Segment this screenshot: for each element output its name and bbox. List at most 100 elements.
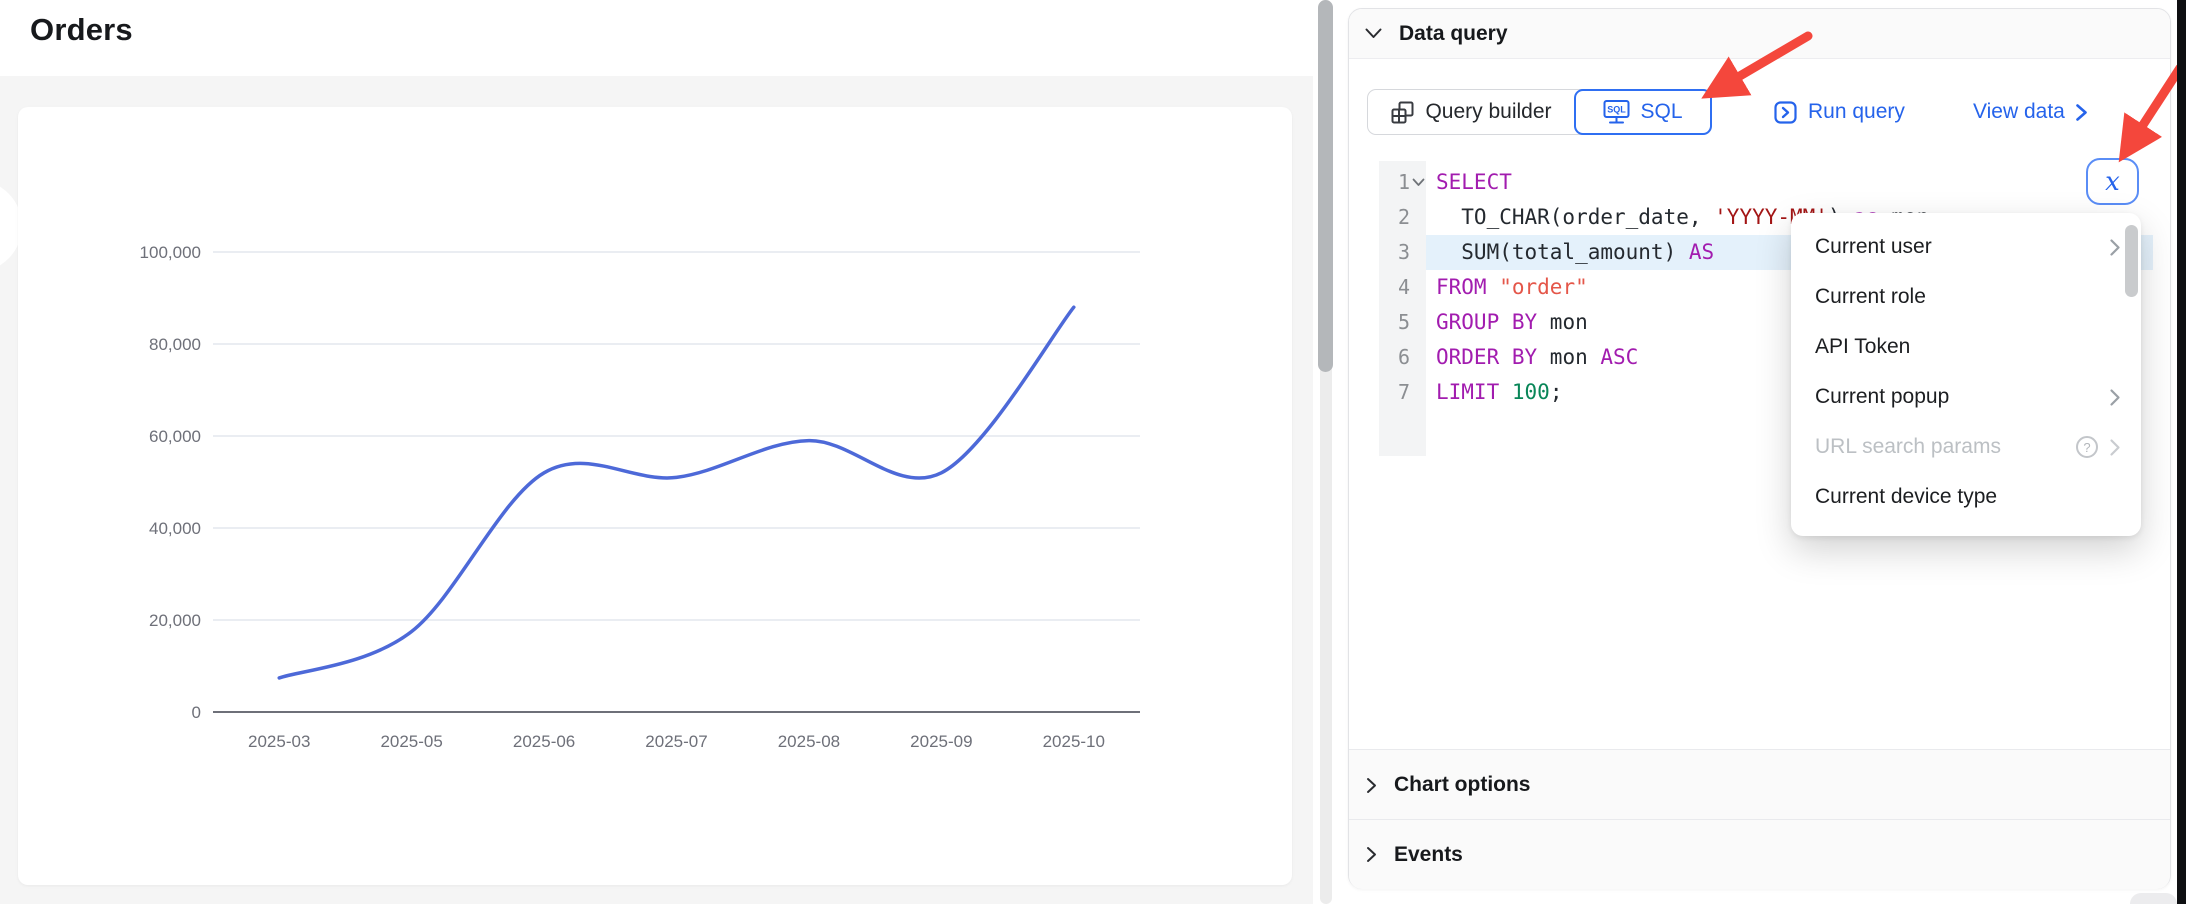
sql-monitor-icon: SQL — [1603, 100, 1630, 124]
menu-item-label: Current role — [1815, 285, 1926, 308]
menu-scrollbar-thumb[interactable] — [2125, 225, 2138, 297]
view-data-link[interactable]: View data — [1973, 89, 2088, 135]
help-icon: ? — [2076, 436, 2098, 458]
y-tick-label: 100,000 — [140, 243, 201, 262]
run-query-label: Run query — [1808, 100, 1905, 123]
code-token: ; — [1549, 380, 1563, 404]
svg-text:SQL: SQL — [1608, 105, 1627, 115]
code-line[interactable]: FROM "order" — [1436, 270, 2169, 305]
chevron-right-icon — [1367, 847, 1376, 862]
code-token: TO_CHAR(order_date, — [1436, 205, 1715, 229]
code-line[interactable]: SELECT — [1436, 165, 2169, 200]
menu-item-current-device-type[interactable]: Current device type — [1791, 472, 2141, 522]
menu-item-label: Current user — [1815, 235, 1932, 258]
menu-item-label: Current popup — [1815, 385, 1950, 408]
tab-sql-label: SQL — [1640, 100, 1683, 123]
data-query-header[interactable]: Data query — [1349, 9, 2170, 59]
page-header: Orders — [0, 0, 1334, 76]
line-number: 6 — [1397, 345, 1410, 369]
chevron-right-icon — [2110, 388, 2120, 406]
svg-text:?: ? — [2083, 440, 2090, 455]
screen-edge — [2177, 0, 2186, 904]
binding-suggestions-menu: Current user Current role API Token Current… — [1791, 213, 2141, 536]
code-token: LIMIT — [1436, 380, 1500, 404]
events-label: Events — [1394, 842, 1463, 866]
chevron-right-icon — [1367, 777, 1376, 793]
x-tick-label: 2025-09 — [910, 732, 972, 751]
menu-item-current-user[interactable]: Current user — [1791, 222, 2141, 272]
query-tabs-row: Query builder SQL SQL Run qu — [1349, 89, 2170, 135]
tab-query-builder-label: Query builder — [1425, 100, 1552, 123]
code-token: SELECT — [1436, 170, 1512, 194]
orders-chart-card[interactable]: 0 20,000 40,000 60,000 80,000 100,000 2025-03 2… — [18, 107, 1292, 885]
menu-item-label: Current device type — [1815, 485, 1998, 508]
x-tick-label: 2025-07 — [645, 732, 707, 751]
line-number: 1 — [1397, 170, 1410, 194]
chart-options-label: Chart options — [1394, 773, 1531, 796]
code-token: "order" — [1499, 275, 1588, 299]
table-grid-icon — [1391, 101, 1414, 123]
x-tick-label: 2025-05 — [380, 732, 442, 751]
tab-sql[interactable]: SQL SQL — [1574, 89, 1712, 135]
menu-item-api-token[interactable]: API Token — [1791, 322, 2141, 372]
tab-query-builder[interactable]: Query builder — [1368, 90, 1575, 134]
fx-label: x — [2105, 166, 2120, 197]
chevron-right-icon — [2110, 438, 2120, 456]
code-token: ASC — [1600, 345, 1639, 369]
page-title: Orders — [30, 12, 133, 47]
chevron-down-icon — [1365, 28, 1382, 38]
menu-item-label: API Token — [1815, 335, 1911, 358]
orders-line-chart: 0 20,000 40,000 60,000 80,000 100,000 2025-03 2… — [140, 243, 1140, 751]
bottom-floating-element — [2130, 893, 2177, 904]
line-number: 3 — [1397, 240, 1410, 264]
view-data-label: View data — [1973, 100, 2065, 123]
menu-item-url-search-params: URL search params? — [1791, 422, 2141, 472]
code-token: 100 — [1511, 380, 1550, 404]
section-chart-options[interactable]: Chart options — [1349, 749, 2170, 820]
chevron-right-icon — [2110, 238, 2120, 256]
x-tick-label: 2025-10 — [1043, 732, 1105, 751]
chevron-right-icon — [2076, 103, 2087, 121]
line-number: 2 — [1397, 205, 1410, 229]
code-token: ORDER BY — [1436, 345, 1538, 369]
code-line[interactable]: GROUP BY mon — [1436, 305, 2169, 340]
inspector-panel: Data query Query builder SQL — [1348, 8, 2171, 889]
fx-variable-button[interactable]: x — [2086, 158, 2139, 205]
editor-gutter: 1 2 3 4 5 6 7 — [1379, 161, 1426, 456]
scrollbar-thumb[interactable] — [1318, 0, 1333, 372]
code-line[interactable]: SUM(total_amount) AS — [1436, 235, 2169, 270]
menu-item-current-popup[interactable]: Current popup — [1791, 372, 2141, 422]
y-tick-label: 20,000 — [149, 611, 201, 630]
code-line[interactable]: ORDER BY mon ASC — [1436, 340, 2169, 375]
menu-item-label: URL search params — [1815, 435, 2001, 458]
x-tick-label: 2025-08 — [778, 732, 840, 751]
code-token: SUM(total_amount) — [1436, 240, 1689, 264]
y-tick-label: 0 — [192, 703, 201, 722]
x-tick-label: 2025-06 — [513, 732, 575, 751]
menu-list: Current user Current role API Token Current… — [1791, 222, 2141, 522]
code-token: GROUP BY — [1436, 310, 1538, 334]
run-query-button[interactable]: Run query — [1774, 89, 1905, 135]
line-number: 5 — [1397, 310, 1410, 334]
orders-series-line — [277, 305, 1076, 680]
y-tick-label: 40,000 — [149, 519, 201, 538]
y-tick-label: 60,000 — [149, 427, 201, 446]
code-token: mon — [1537, 310, 1588, 334]
fold-chevron-icon[interactable] — [1412, 178, 1425, 187]
code-token: mon — [1537, 345, 1601, 369]
code-token: AS — [1688, 240, 1715, 264]
data-query-title: Data query — [1399, 21, 1508, 45]
run-icon — [1774, 100, 1797, 124]
line-number: 4 — [1397, 275, 1410, 299]
code-token — [1499, 380, 1512, 404]
line-number: 7 — [1397, 380, 1410, 404]
code-token — [1487, 275, 1500, 299]
x-tick-label: 2025-03 — [248, 732, 310, 751]
query-mode-segmented-control: Query builder SQL SQL — [1367, 89, 1712, 135]
y-tick-label: 80,000 — [149, 335, 201, 354]
section-events[interactable]: Events — [1349, 819, 2170, 889]
code-line[interactable]: LIMIT 100; — [1436, 375, 2169, 410]
code-token: FROM — [1436, 275, 1487, 299]
menu-item-current-role[interactable]: Current role — [1791, 272, 2141, 322]
